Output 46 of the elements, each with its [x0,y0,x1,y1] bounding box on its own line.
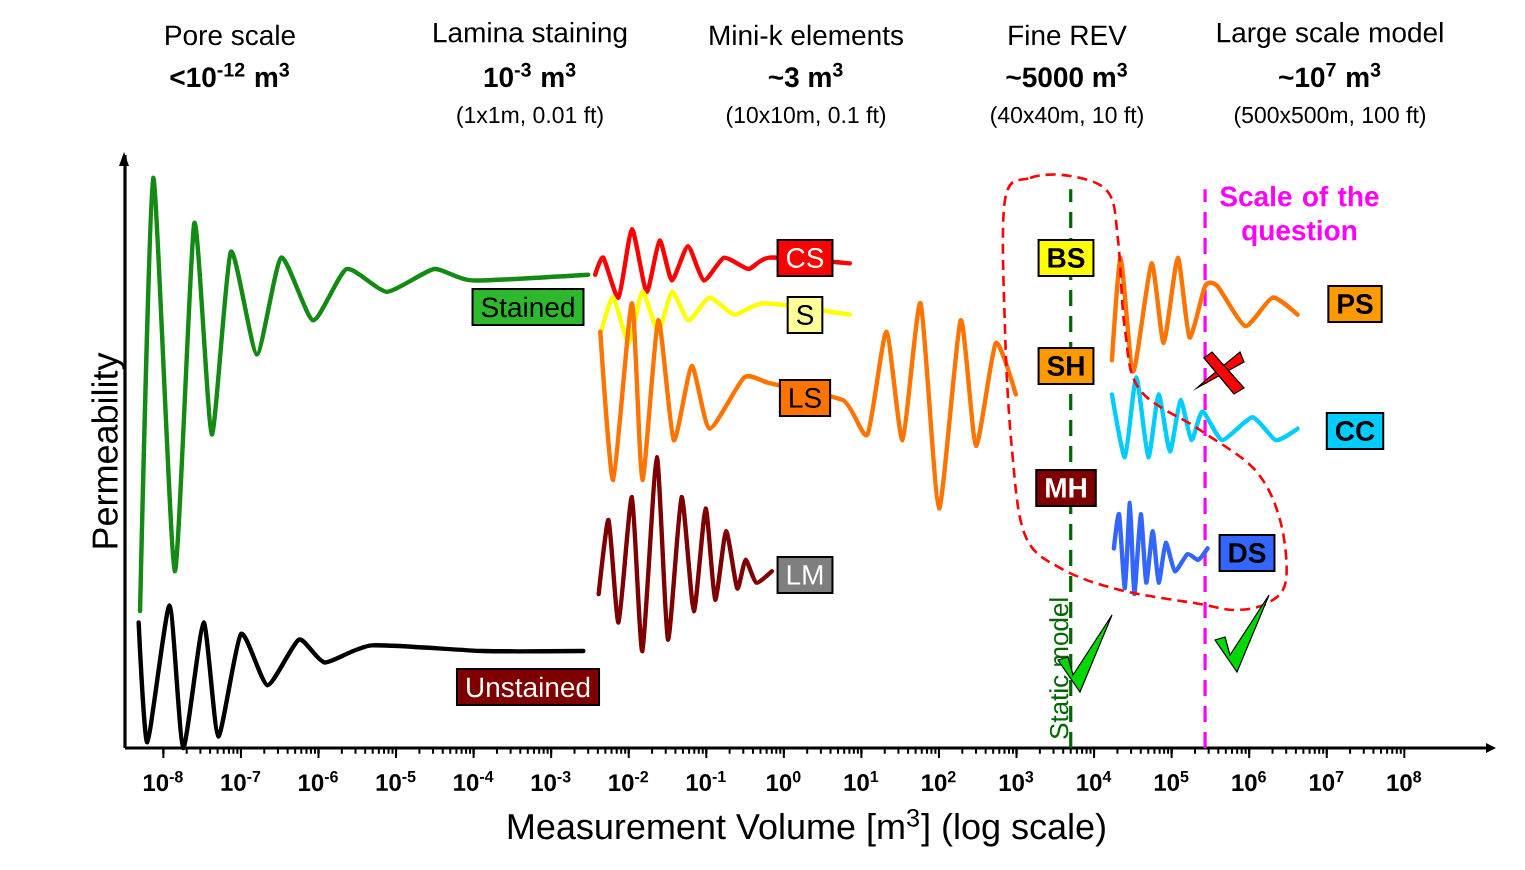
x-tick-label: 10$^{-7}$ [221,771,261,791]
text: Fine REV [1009,24,1127,46]
x-tick-label: 10$^{1}$ [844,771,879,791]
text: (40x40m, 10 ft) [991,106,1143,128]
x-tick-label: 10$^{-5}$ [376,771,416,791]
text: Large scale model [1217,21,1443,49]
text: (10x10m, 0.1 ft) [726,106,886,128]
annotation: SH [1047,356,1084,376]
text: Lamina staining [434,21,627,49]
annotation: MH [1046,478,1086,498]
x-axis-title: Measurement Volume [m$^{3}$] (log scale) [508,808,1105,847]
text: Mini-k elements [710,24,903,46]
x-tick-label: 10$^{0}$ [767,771,801,792]
text: Pore scale [166,24,295,46]
x-tick-label: 10$^{-8}$ [143,771,183,792]
x-tick-label: 10$^{-6}$ [299,771,338,792]
annotation: CC [1335,421,1375,441]
annotation: LM [787,565,823,585]
x-tick-label: 10$^{3}$ [999,771,1034,792]
annotation: BS [1048,248,1085,268]
x-tick-label: 10$^{-3}$ [531,771,571,792]
text: (500x500m, 100 ft) [1234,106,1426,128]
x-tick-label: 10$^{7}$ [1309,771,1344,791]
x-tick-label: 10$^{4}$ [1077,771,1112,791]
annotation: S [796,305,814,325]
text: ~3 m$^{3}$ [768,62,843,88]
annotation: Stained [481,296,574,318]
x-tick-label: 10$^{-2}$ [609,771,649,792]
annotation: LS [790,388,821,408]
x-tick-label: 10$^{6}$ [1232,771,1266,792]
text: ~10$^{7}$ m$^{3}$ [1279,62,1381,88]
text: ~5000 m$^{3}$ [1006,62,1127,88]
annotation: Unstained [467,676,590,698]
text: (1x1m, 0.01 ft) [457,106,603,128]
annotation: DS [1229,543,1266,563]
text: 10$^{-3}$ m$^{3}$ [484,62,576,88]
ref-line-label: Scale of the question [1220,185,1379,246]
x-tick-label: 10$^{2}$ [922,771,956,792]
x-tick-label: 10$^{-4}$ [454,771,494,791]
x-tick-label: 10$^{5}$ [1154,771,1189,791]
x-tick-label: 10$^{8}$ [1387,771,1422,792]
y-axis-title: Permeability [91,352,125,548]
annotation: PS [1338,294,1373,314]
text: <10$^{-12}$ m$^{3}$ [170,62,289,88]
annotation: CS [786,248,824,268]
x-tick-label: 10$^{-1}$ [686,771,726,791]
